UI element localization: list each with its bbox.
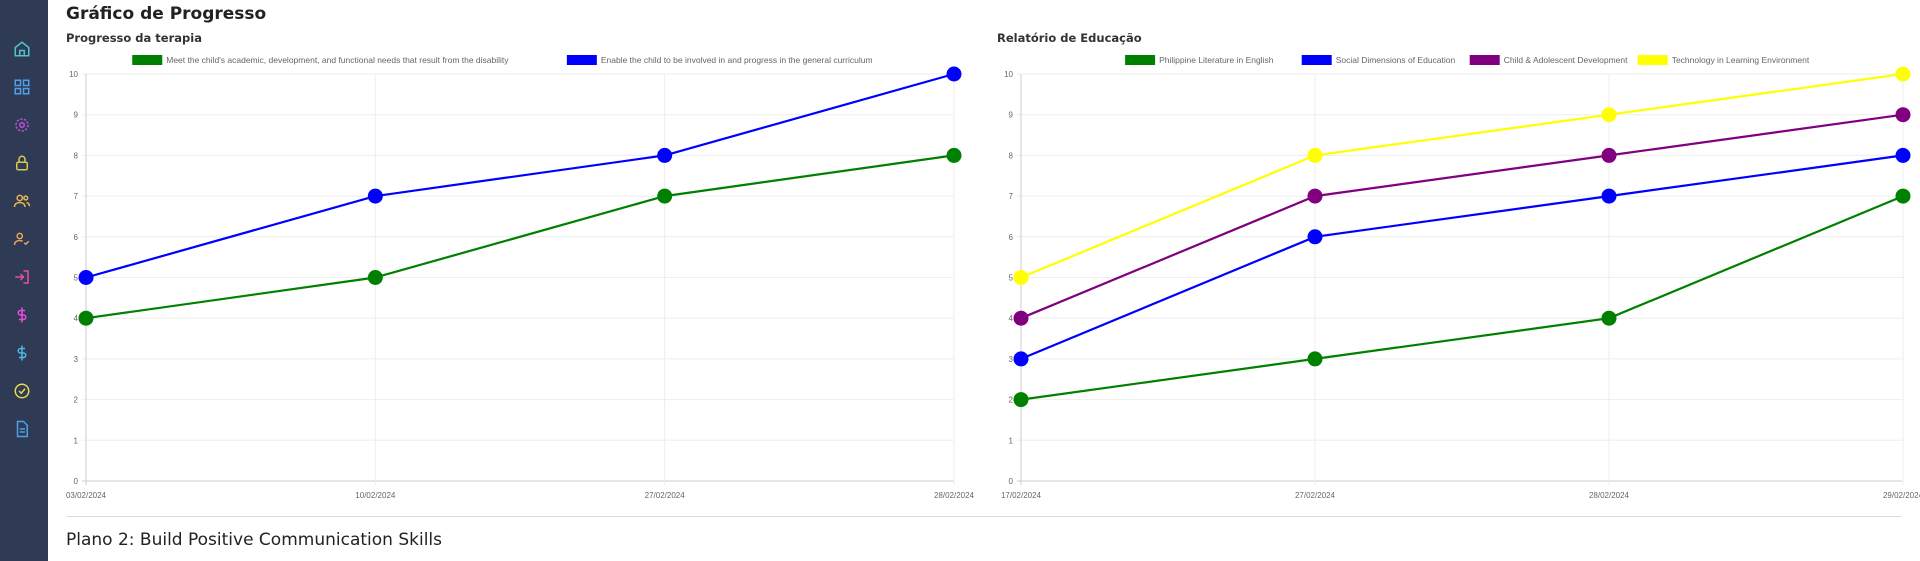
legend-label: Social Dimensions of Education bbox=[1336, 55, 1456, 65]
legend-swatch bbox=[1301, 55, 1332, 65]
data-point bbox=[1601, 188, 1617, 204]
legend-swatch bbox=[566, 55, 597, 65]
data-point bbox=[1601, 147, 1617, 163]
data-point bbox=[367, 188, 383, 204]
data-point bbox=[1601, 107, 1617, 123]
data-point bbox=[1307, 188, 1323, 204]
x-tick-label: 27/02/2024 bbox=[645, 491, 686, 500]
gear-icon[interactable] bbox=[10, 113, 34, 137]
series-line bbox=[85, 154, 955, 320]
data-point bbox=[1895, 188, 1911, 204]
y-tick-label: 2 bbox=[1009, 396, 1014, 405]
check-circle-icon[interactable] bbox=[10, 379, 34, 403]
series-line bbox=[1020, 72, 1904, 279]
login-icon[interactable] bbox=[10, 265, 34, 289]
y-tick-label: 9 bbox=[1009, 111, 1014, 120]
x-tick-label: 10/02/2024 bbox=[355, 491, 396, 500]
grid-icon[interactable] bbox=[10, 75, 34, 99]
document-icon[interactable] bbox=[10, 417, 34, 441]
y-tick-label: 0 bbox=[74, 477, 79, 486]
data-point bbox=[657, 188, 673, 204]
legend-swatch bbox=[1125, 55, 1156, 65]
dollar-icon[interactable] bbox=[10, 341, 34, 365]
data-point bbox=[367, 270, 383, 285]
x-tick-label: 28/02/2024 bbox=[1589, 491, 1630, 500]
y-tick-label: 10 bbox=[69, 70, 78, 79]
legend-swatch bbox=[1637, 55, 1668, 65]
data-point bbox=[1895, 107, 1911, 123]
y-tick-label: 7 bbox=[1009, 192, 1014, 201]
y-tick-label: 6 bbox=[74, 233, 79, 242]
data-point bbox=[1601, 310, 1617, 326]
data-point bbox=[1895, 147, 1911, 163]
data-point bbox=[1895, 66, 1911, 82]
data-point bbox=[78, 270, 94, 285]
dollar-icon[interactable] bbox=[10, 303, 34, 327]
legend-swatch bbox=[1469, 55, 1500, 65]
main-content: Gráfico de Progresso Progresso da terapi… bbox=[48, 0, 1920, 561]
x-tick-label: 17/02/2024 bbox=[1001, 491, 1042, 500]
y-tick-label: 1 bbox=[74, 436, 79, 445]
sidebar bbox=[0, 0, 48, 561]
data-point bbox=[1013, 310, 1029, 326]
y-tick-label: 6 bbox=[1009, 233, 1014, 242]
users-icon[interactable] bbox=[10, 189, 34, 213]
legend-label: Enable the child to be involved in and p… bbox=[601, 55, 873, 65]
plan-title: Plano 2: Build Positive Communication Sk… bbox=[66, 530, 442, 550]
chart-title-therapy: Progresso da terapia bbox=[66, 31, 202, 45]
data-point bbox=[78, 310, 94, 326]
y-tick-label: 9 bbox=[74, 111, 79, 120]
legend-label: Meet the child's academic, development, … bbox=[166, 55, 509, 65]
chart-title-education: Relatório de Educação bbox=[997, 31, 1142, 45]
data-point bbox=[1013, 270, 1029, 285]
y-tick-label: 2 bbox=[74, 396, 79, 405]
lock-icon[interactable] bbox=[10, 151, 34, 175]
series-line bbox=[1020, 154, 1904, 360]
y-tick-label: 3 bbox=[1009, 355, 1014, 364]
data-point bbox=[946, 66, 962, 82]
legend-label: Technology in Learning Environment bbox=[1672, 55, 1810, 65]
user-check-icon[interactable] bbox=[10, 227, 34, 251]
y-tick-label: 4 bbox=[74, 314, 79, 323]
y-tick-label: 0 bbox=[1009, 477, 1014, 486]
series-line bbox=[85, 72, 955, 279]
x-tick-label: 29/02/2024 bbox=[1883, 491, 1920, 500]
series-line bbox=[1020, 195, 1904, 401]
x-tick-label: 28/02/2024 bbox=[934, 491, 975, 500]
y-tick-label: 7 bbox=[74, 192, 79, 201]
legend-label: Child & Adolescent Development bbox=[1504, 55, 1628, 65]
x-tick-label: 03/02/2024 bbox=[66, 491, 107, 500]
legend-label: Philippine Literature in English bbox=[1159, 55, 1274, 65]
y-tick-label: 5 bbox=[1009, 274, 1014, 283]
data-point bbox=[1307, 229, 1323, 245]
home-icon[interactable] bbox=[10, 37, 34, 61]
legend-swatch bbox=[132, 55, 163, 65]
y-tick-label: 4 bbox=[1009, 314, 1014, 323]
y-tick-label: 10 bbox=[1004, 70, 1013, 79]
data-point bbox=[657, 147, 673, 163]
y-tick-label: 3 bbox=[74, 355, 79, 364]
series-line bbox=[1020, 113, 1904, 320]
data-point bbox=[946, 147, 962, 163]
x-tick-label: 27/02/2024 bbox=[1295, 491, 1336, 500]
y-tick-label: 8 bbox=[1009, 151, 1014, 160]
data-point bbox=[1013, 351, 1029, 367]
divider bbox=[66, 516, 1902, 517]
y-tick-label: 8 bbox=[74, 151, 79, 160]
y-tick-label: 5 bbox=[74, 274, 79, 283]
data-point bbox=[1307, 147, 1323, 163]
data-point bbox=[1307, 351, 1323, 367]
page-title: Gráfico de Progresso bbox=[66, 4, 267, 24]
y-tick-label: 1 bbox=[1009, 436, 1014, 445]
data-point bbox=[1013, 392, 1029, 408]
